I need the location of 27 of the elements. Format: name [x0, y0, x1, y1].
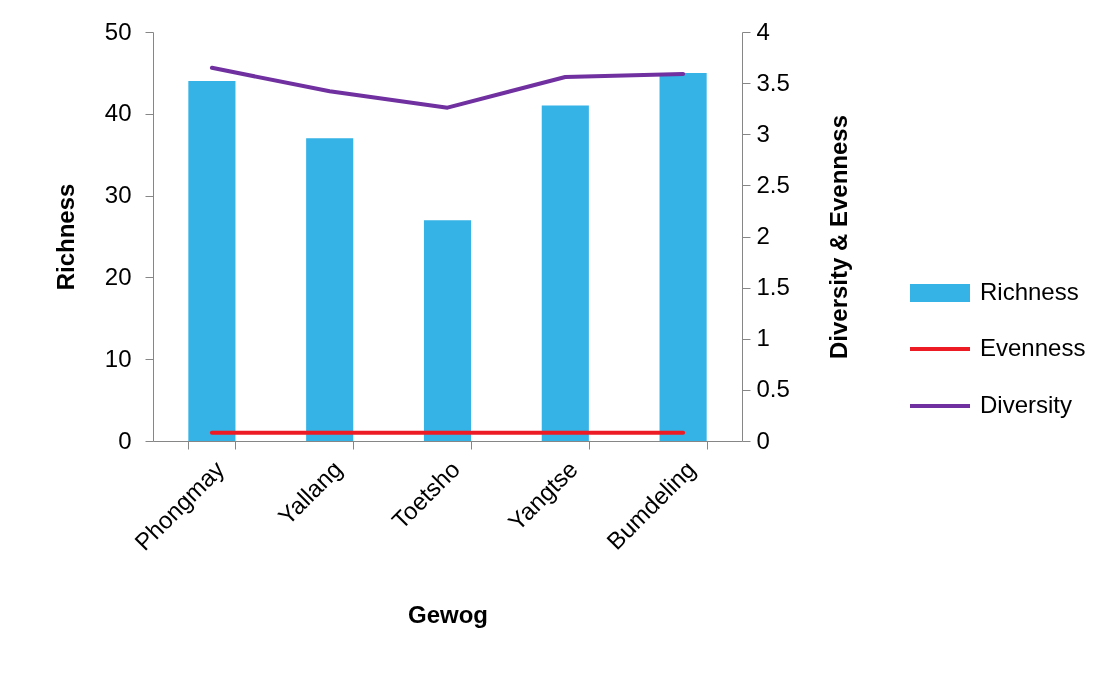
y-tick-label: 10 [104, 344, 132, 372]
y2-tick-label: 4 [756, 17, 770, 45]
y2-tick-label: 0 [756, 426, 770, 454]
y-axis-title: Richness [51, 183, 79, 291]
y2-tick-label: 3 [756, 119, 770, 147]
y-tick-label: 0 [118, 426, 132, 454]
y-tick-label: 50 [104, 17, 132, 45]
y-tick-label: 30 [104, 181, 132, 209]
legend-label: Diversity [980, 390, 1073, 418]
bar [188, 81, 236, 441]
bar [423, 220, 472, 441]
y2-tick-label: 2.5 [756, 170, 790, 198]
y2-tick-label: 1.5 [756, 273, 790, 301]
legend-label: Evenness [980, 333, 1086, 361]
bar [659, 72, 707, 441]
x-axis-title: Gewog [407, 600, 489, 628]
y2-tick-label: 2 [756, 222, 770, 249]
y-tick-label: 40 [104, 99, 132, 127]
y2-axis-title: Diversity & Evenness [824, 114, 852, 360]
legend-label: Richness [980, 277, 1079, 305]
y2-tick-label: 0.5 [756, 375, 790, 403]
bar [541, 105, 589, 441]
bar [306, 138, 354, 441]
y2-tick-label: 1 [756, 324, 770, 352]
line-series [209, 65, 686, 110]
y2-tick-label: 3.5 [756, 68, 790, 96]
y-tick-label: 20 [104, 262, 132, 290]
